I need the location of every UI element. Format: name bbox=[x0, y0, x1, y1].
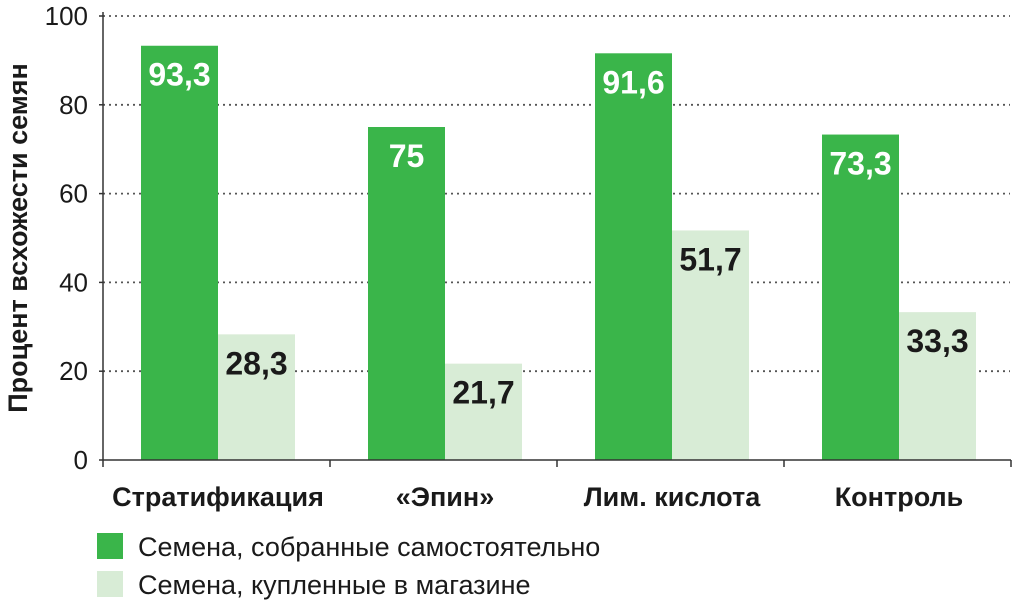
data-label: 51,7 bbox=[679, 241, 741, 277]
data-label: 93,3 bbox=[148, 57, 210, 93]
value-labels: 93,3 28,3 75 21,7 91,6 51,7 73,3 33,3 bbox=[148, 57, 968, 411]
x-tick-label: «Эпин» bbox=[396, 482, 494, 512]
x-tick-label: Стратификация bbox=[112, 482, 324, 512]
bar bbox=[445, 363, 522, 460]
bar bbox=[218, 334, 295, 460]
bars bbox=[141, 45, 976, 461]
y-tick-label: 0 bbox=[74, 445, 88, 475]
y-tick-label: 40 bbox=[59, 267, 88, 297]
bar bbox=[672, 230, 749, 460]
data-label: 75 bbox=[389, 138, 425, 174]
bar bbox=[368, 127, 445, 460]
axes: 0 20 40 60 80 100 Стратификация «Эпин» Лим. кисл… bbox=[45, 1, 1012, 512]
legend-swatch bbox=[97, 533, 123, 559]
data-label: 28,3 bbox=[225, 345, 287, 381]
legend-label: Семена, собранные самостоятельно bbox=[138, 532, 600, 562]
legend-label: Семена, купленные в магазине bbox=[138, 570, 531, 600]
y-tick-label: 100 bbox=[45, 1, 88, 31]
data-label: 33,3 bbox=[906, 323, 968, 359]
bar bbox=[595, 53, 672, 461]
bar bbox=[141, 45, 218, 461]
data-label: 91,6 bbox=[602, 64, 664, 100]
data-label: 73,3 bbox=[829, 146, 891, 182]
y-axis-label: Процент всхожести семян bbox=[3, 63, 33, 413]
x-tick-label: Контроль bbox=[835, 482, 964, 512]
legend: Семена, собранные самостоятельно Семена, … bbox=[97, 532, 600, 600]
x-tick-label: Лим. кислота bbox=[584, 482, 761, 512]
bar bbox=[822, 134, 899, 460]
y-tick-label: 60 bbox=[59, 179, 88, 209]
data-label: 21,7 bbox=[452, 375, 514, 411]
bar bbox=[899, 312, 976, 460]
y-tick-label: 20 bbox=[59, 356, 88, 386]
y-tick-label: 80 bbox=[59, 90, 88, 120]
legend-swatch bbox=[97, 571, 123, 597]
